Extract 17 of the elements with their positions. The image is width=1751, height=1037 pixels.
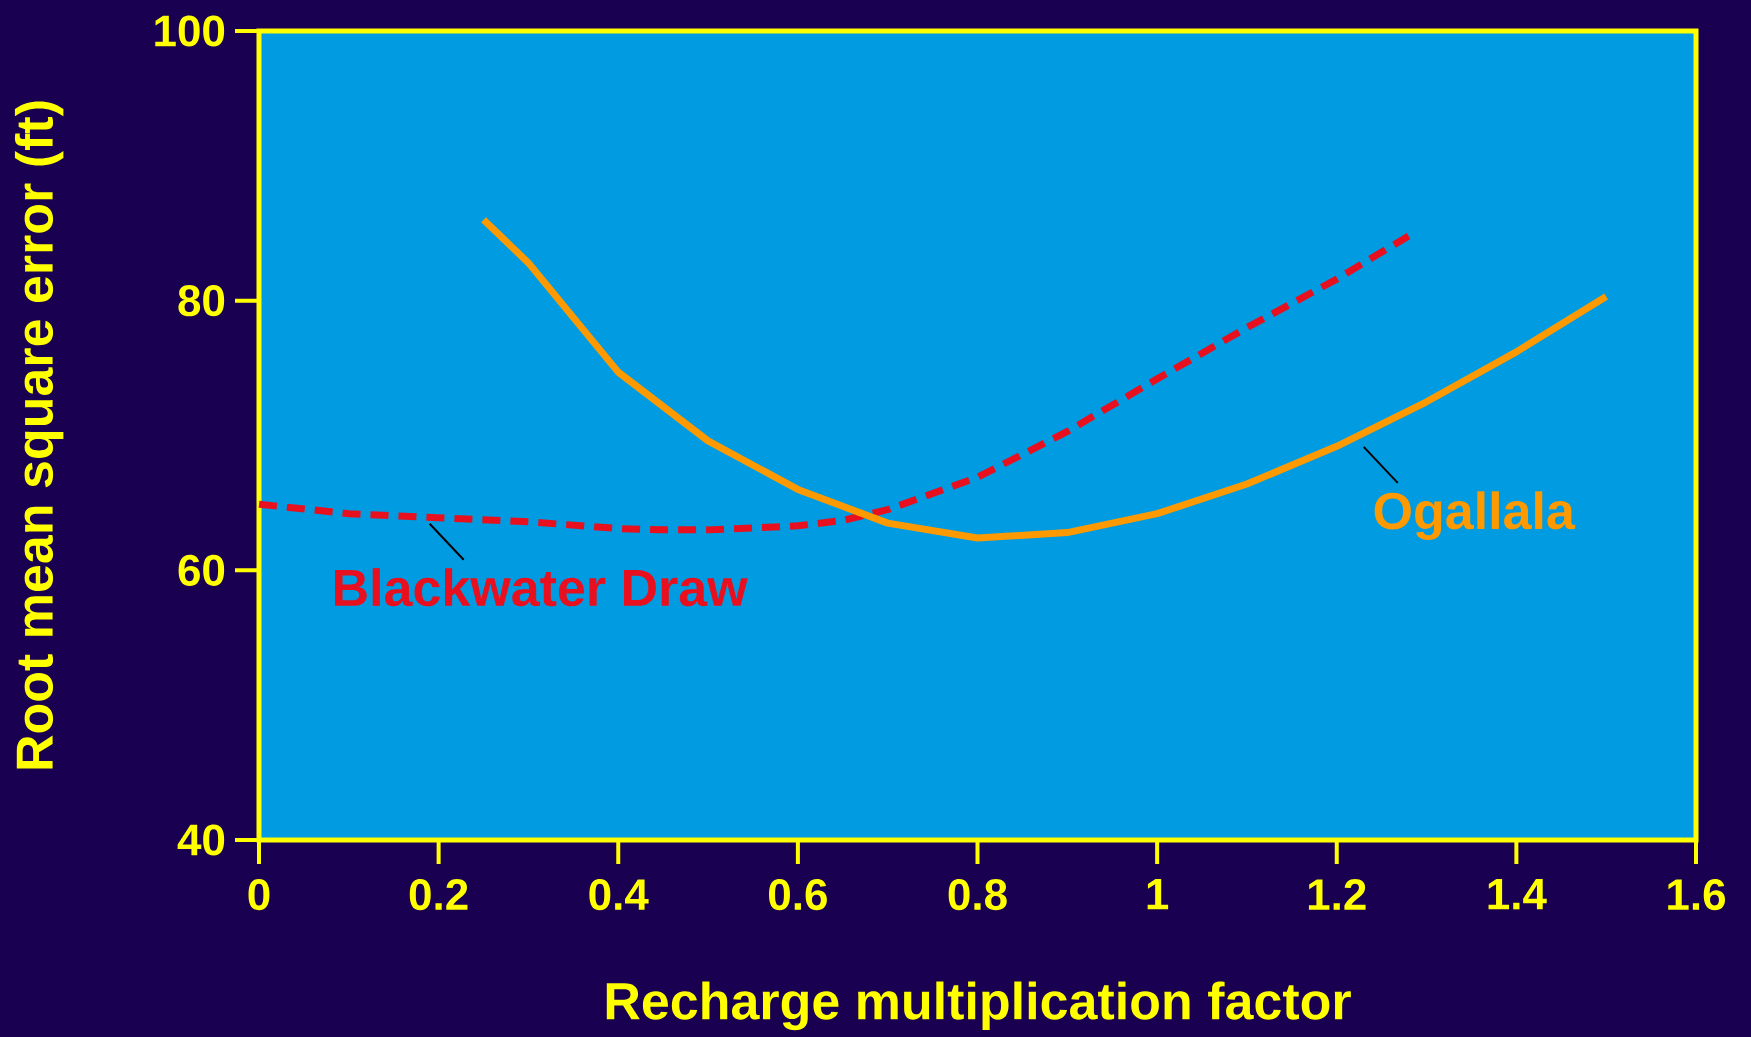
x-tick-label: 1 <box>1147 879 1169 910</box>
x-tick-label: 0.2 <box>409 879 468 911</box>
x-tick-label: 0.4 <box>589 879 649 911</box>
x-axis-title: Recharge multiplication factor <box>606 981 1351 1031</box>
y-tick-label: 40 <box>177 824 225 856</box>
x-tick-label: 0.6 <box>769 879 827 911</box>
x-tick-label: 1.4 <box>1488 879 1547 910</box>
annotation: Blackwater Draw <box>335 568 748 607</box>
y-tick-label: 60 <box>178 554 225 586</box>
x-tick-label: 1.6 <box>1668 879 1726 911</box>
annotation: Ogallala <box>1374 491 1576 540</box>
x-tick-label: 0 <box>248 879 270 911</box>
x-tick-label: 1.2 <box>1308 879 1366 910</box>
x-tick-label: 0.8 <box>948 879 1007 911</box>
y-axis-title: Root mean square error (ft) <box>14 101 64 769</box>
y-tick-label: 100 <box>155 15 225 47</box>
y-tick-label: 80 <box>178 285 225 317</box>
